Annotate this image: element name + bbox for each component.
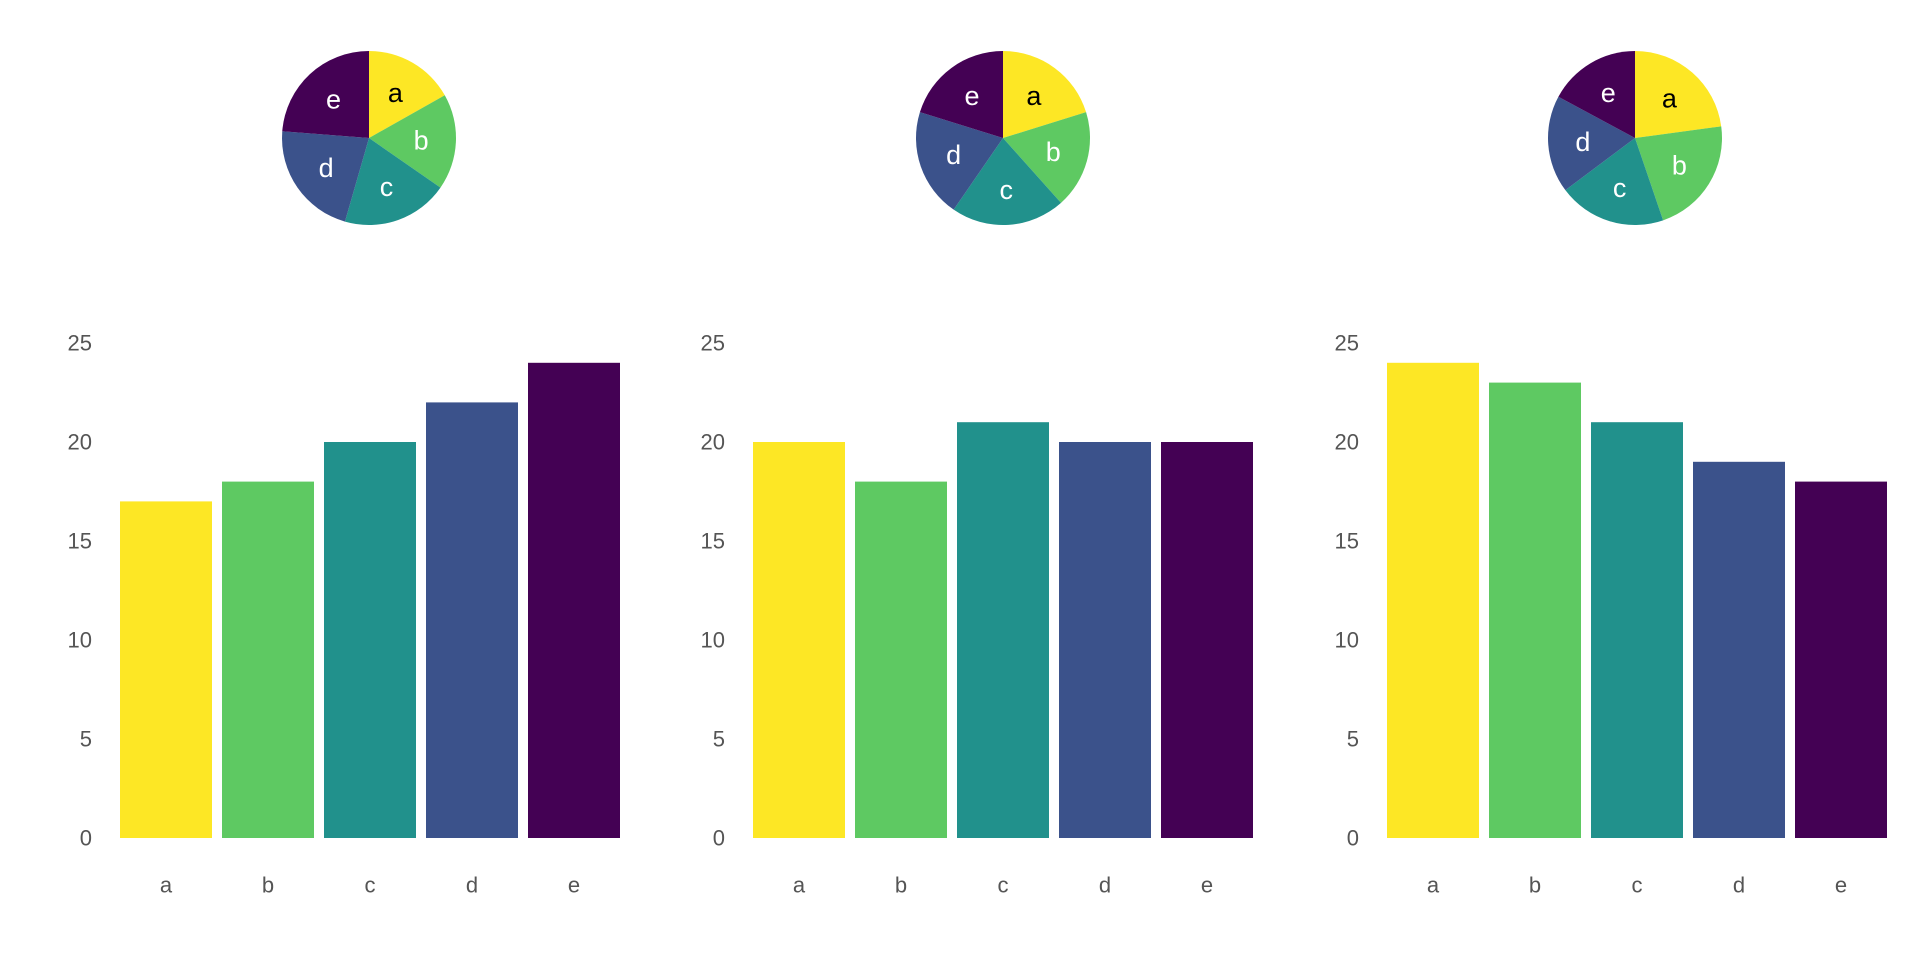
pie-chart-3: a b cde: [1548, 51, 1722, 225]
bar-charts-row: a b c d e 0 5 10 15 20 25 a b c d e 0 5 10 15 20 25 a b c d e 0 5 10 1…: [68, 331, 1887, 898]
pie-label-c: c: [1000, 175, 1014, 205]
x-tick-label-e: e: [568, 873, 580, 898]
x-tick-label-c: c: [1632, 873, 1643, 898]
pie-slice-e: [919, 50, 1003, 138]
pie-slice-d: [1548, 96, 1635, 191]
pie-label-b: b: [1046, 137, 1061, 167]
pie-slice-c: [1565, 138, 1664, 225]
pie-label-d: d: [946, 140, 961, 170]
pie-label-c: c: [380, 172, 394, 202]
bar-chart-2: a b c d e 0 5 10 15 20 25: [701, 331, 1253, 898]
x-tick-label-d: d: [1099, 873, 1111, 898]
x-tick-label-d: d: [466, 873, 478, 898]
bar-d: [1059, 442, 1151, 838]
pie-label-c: c: [1613, 173, 1627, 203]
pie-label-b: b: [1672, 150, 1687, 180]
y-tick-label-10: 10: [1335, 628, 1359, 653]
pie-slice-a: [1003, 51, 1087, 138]
x-tick-label-b: b: [262, 873, 274, 898]
y-tick-label-15: 15: [701, 529, 725, 554]
pie-slice-e: [1558, 51, 1635, 138]
y-tick-label-25: 25: [701, 331, 725, 356]
bar-a: [120, 501, 212, 838]
x-tick-label-b: b: [895, 873, 907, 898]
pie-label-e: e: [1601, 78, 1616, 108]
bar-c: [957, 422, 1049, 838]
pie-label-e: e: [965, 81, 980, 111]
bar-a: [1387, 362, 1479, 838]
bar-chart-1: a b c d e 0 5 10 15 20 25: [68, 331, 620, 898]
pie-label-e: e: [326, 85, 341, 115]
pie-slice-e: [282, 51, 369, 138]
x-tick-label-d: d: [1733, 873, 1745, 898]
pie-slice-b: [369, 95, 456, 188]
y-tick-label-10: 10: [68, 628, 92, 653]
pie-slice-d: [915, 112, 1003, 210]
y-tick-label-10: 10: [701, 628, 725, 653]
pie-chart-2: ab c de: [915, 50, 1091, 225]
y-tick-label-20: 20: [68, 430, 92, 455]
x-tick-label-b: b: [1529, 873, 1541, 898]
pie-slice-c: [344, 138, 441, 225]
pie-slice-a: [1635, 51, 1722, 138]
pie-slice-b: [1003, 112, 1091, 203]
y-tick-label-5: 5: [713, 727, 725, 752]
pie-label-a: a: [388, 78, 404, 108]
bar-e: [1161, 442, 1253, 838]
pie-slice-b: [1635, 126, 1722, 221]
pie-label-a: a: [1662, 84, 1678, 114]
pie-label-b: b: [414, 125, 429, 155]
bar-b: [1489, 382, 1581, 838]
bar-d: [1693, 461, 1785, 838]
y-tick-label-15: 15: [1335, 529, 1359, 554]
bar-e: [1795, 481, 1887, 838]
bar-chart-3: a b c d e 0 5 10 15 20 25: [1335, 331, 1887, 898]
pie-slice-d: [281, 131, 369, 222]
y-tick-label-20: 20: [701, 430, 725, 455]
y-tick-label-5: 5: [1347, 727, 1359, 752]
x-tick-label-c: c: [365, 873, 376, 898]
x-tick-label-a: a: [160, 873, 173, 898]
y-tick-label-0: 0: [713, 826, 725, 851]
pie-label-d: d: [319, 153, 334, 183]
pie-slice-a: [369, 51, 445, 138]
y-tick-label-15: 15: [68, 529, 92, 554]
bar-a: [753, 442, 845, 838]
y-tick-label-25: 25: [1335, 331, 1359, 356]
pie-label-d: d: [1575, 127, 1590, 157]
y-tick-label-5: 5: [80, 727, 92, 752]
x-tick-label-a: a: [793, 873, 806, 898]
x-tick-label-c: c: [998, 873, 1009, 898]
bar-b: [222, 481, 314, 838]
x-tick-label-e: e: [1201, 873, 1213, 898]
y-tick-label-20: 20: [1335, 430, 1359, 455]
bar-c: [324, 442, 416, 838]
pie-label-a: a: [1026, 81, 1042, 111]
bar-e: [528, 362, 620, 838]
bar-c: [1591, 422, 1683, 838]
x-tick-label-e: e: [1835, 873, 1847, 898]
y-tick-label-25: 25: [68, 331, 92, 356]
y-tick-label-0: 0: [80, 826, 92, 851]
x-tick-label-a: a: [1427, 873, 1440, 898]
y-tick-label-0: 0: [1347, 826, 1359, 851]
pie-slice-c: [953, 138, 1062, 225]
bar-d: [426, 402, 518, 838]
pie-chart-1: abc d e: [281, 51, 456, 225]
bar-b: [855, 481, 947, 838]
